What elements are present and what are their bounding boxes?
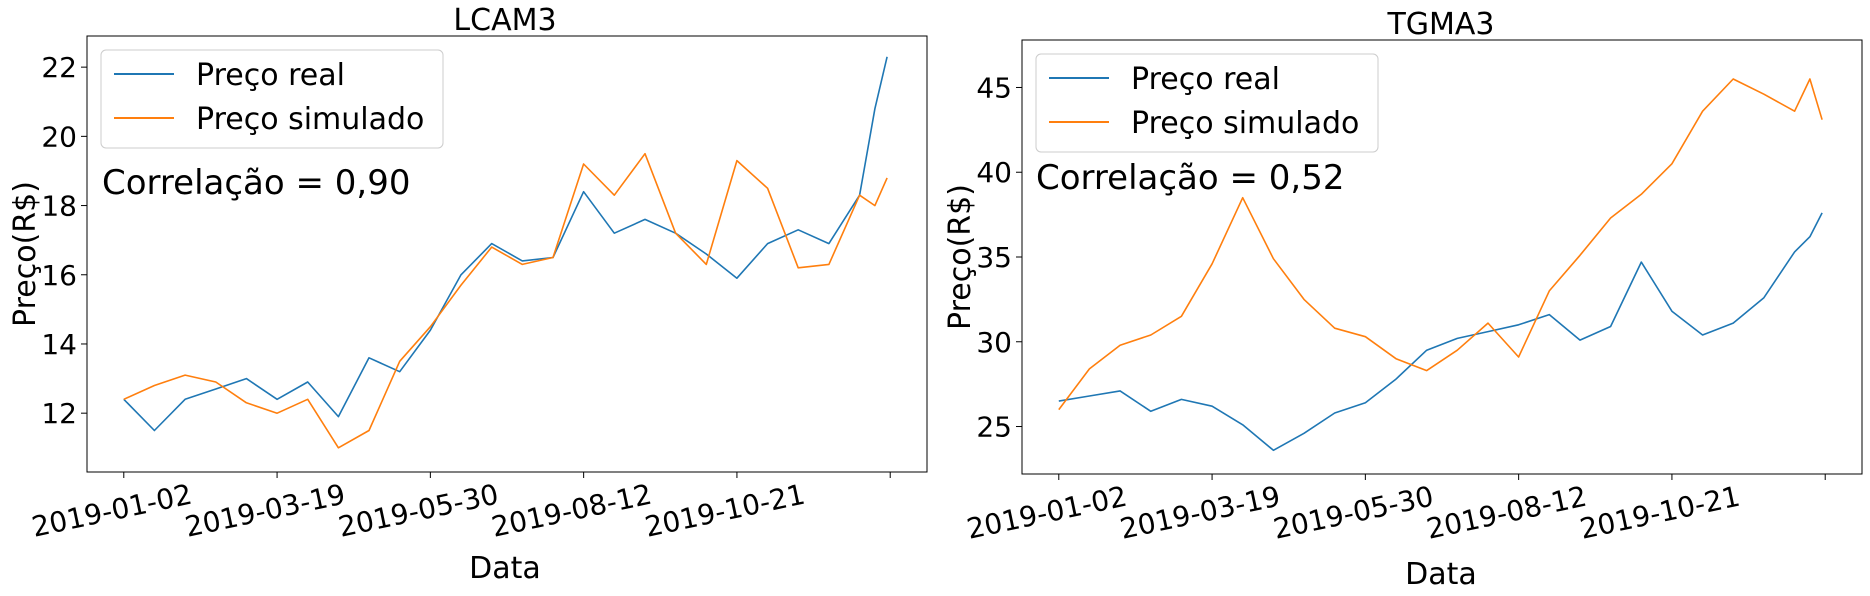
y-axis-ticks: 25 30 35 40 45: [976, 71, 1022, 444]
legend-entry-real: Preço real: [1131, 62, 1280, 97]
legend: Preço real Preço simulado: [1035, 53, 1379, 153]
correlation-annotation: Correlação = 0,90: [102, 163, 411, 203]
y-tick-label: 35: [976, 241, 1012, 274]
legend-entry-simulated: Preço simulado: [1131, 106, 1359, 141]
x-tick-label: 2019-10-21: [642, 478, 808, 544]
x-axis-label: Data: [469, 551, 541, 586]
y-tick-label: 14: [41, 328, 77, 361]
x-tick-label: 2019-08-12: [489, 478, 655, 544]
series-line-simulated: [123, 152, 888, 449]
legend-box: [1035, 53, 1379, 153]
plot-area: [1058, 78, 1823, 452]
series-line-simulated: [1058, 78, 1823, 411]
y-tick-label: 30: [976, 326, 1012, 359]
x-tick-label: 2019-05-30: [335, 478, 501, 544]
legend-box: [100, 49, 444, 149]
x-tick-label: 2019-03-19: [182, 478, 348, 544]
y-tick-label: 25: [976, 411, 1012, 444]
y-axis-label: Preço(R$): [943, 184, 978, 330]
x-tick-label: 2019-10-21: [1577, 480, 1743, 546]
legend-entry-simulated: Preço simulado: [196, 102, 424, 137]
legend: Preço real Preço simulado: [100, 49, 444, 149]
y-tick-label: 16: [41, 259, 77, 292]
y-axis-label: Preço(R$): [8, 181, 43, 327]
chart-tgma3: TGMA3 Preço real Preço simulado Correlaç…: [943, 7, 1863, 592]
x-axis-ticks: 2019-01-022019-03-192019-05-302019-08-12…: [964, 474, 1826, 546]
x-axis-ticks: 2019-01-022019-03-192019-05-302019-08-12…: [29, 472, 891, 544]
x-tick-label: 2019-05-30: [1270, 480, 1436, 546]
plot-frame: [86, 35, 928, 473]
chart-title: LCAM3: [453, 3, 556, 38]
y-tick-label: 40: [976, 156, 1012, 189]
chart-title: TGMA3: [1386, 7, 1494, 42]
x-tick-label: 2019-01-02: [964, 480, 1130, 546]
y-tick-label: 20: [41, 120, 77, 153]
y-tick-label: 45: [976, 71, 1012, 104]
x-axis-label: Data: [1405, 557, 1477, 592]
plot-area: [123, 56, 888, 449]
series-line-real: [123, 56, 888, 432]
series-line-real: [1058, 212, 1823, 452]
y-tick-label: 22: [41, 51, 77, 84]
chart-lcam3: LCAM3 Preço real Preço simulado Correlaç…: [8, 3, 928, 586]
x-tick-label: 2019-01-02: [29, 478, 195, 544]
x-tick-label: 2019-08-12: [1424, 480, 1590, 546]
legend-entry-real: Preço real: [196, 58, 345, 93]
correlation-annotation: Correlação = 0,52: [1036, 158, 1345, 198]
y-tick-label: 12: [41, 397, 77, 430]
y-axis-ticks: 12 14 16 18 20 22: [41, 51, 87, 430]
x-tick-label: 2019-03-19: [1117, 480, 1283, 546]
y-tick-label: 18: [41, 190, 77, 223]
